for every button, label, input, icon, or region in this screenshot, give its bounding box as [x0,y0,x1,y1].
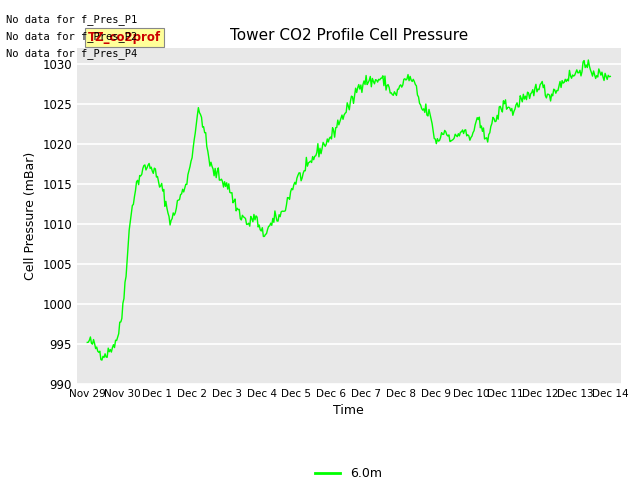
Text: No data for f_Pres_P1: No data for f_Pres_P1 [6,14,138,25]
X-axis label: Time: Time [333,405,364,418]
Text: No data for f_Pres_P2: No data for f_Pres_P2 [6,31,138,42]
Y-axis label: Cell Pressure (mBar): Cell Pressure (mBar) [24,152,36,280]
Title: Tower CO2 Profile Cell Pressure: Tower CO2 Profile Cell Pressure [230,28,468,43]
Text: TZ_co2prof: TZ_co2prof [88,31,161,45]
Legend: 6.0m: 6.0m [310,462,387,480]
Text: No data for f_Pres_P4: No data for f_Pres_P4 [6,48,138,59]
